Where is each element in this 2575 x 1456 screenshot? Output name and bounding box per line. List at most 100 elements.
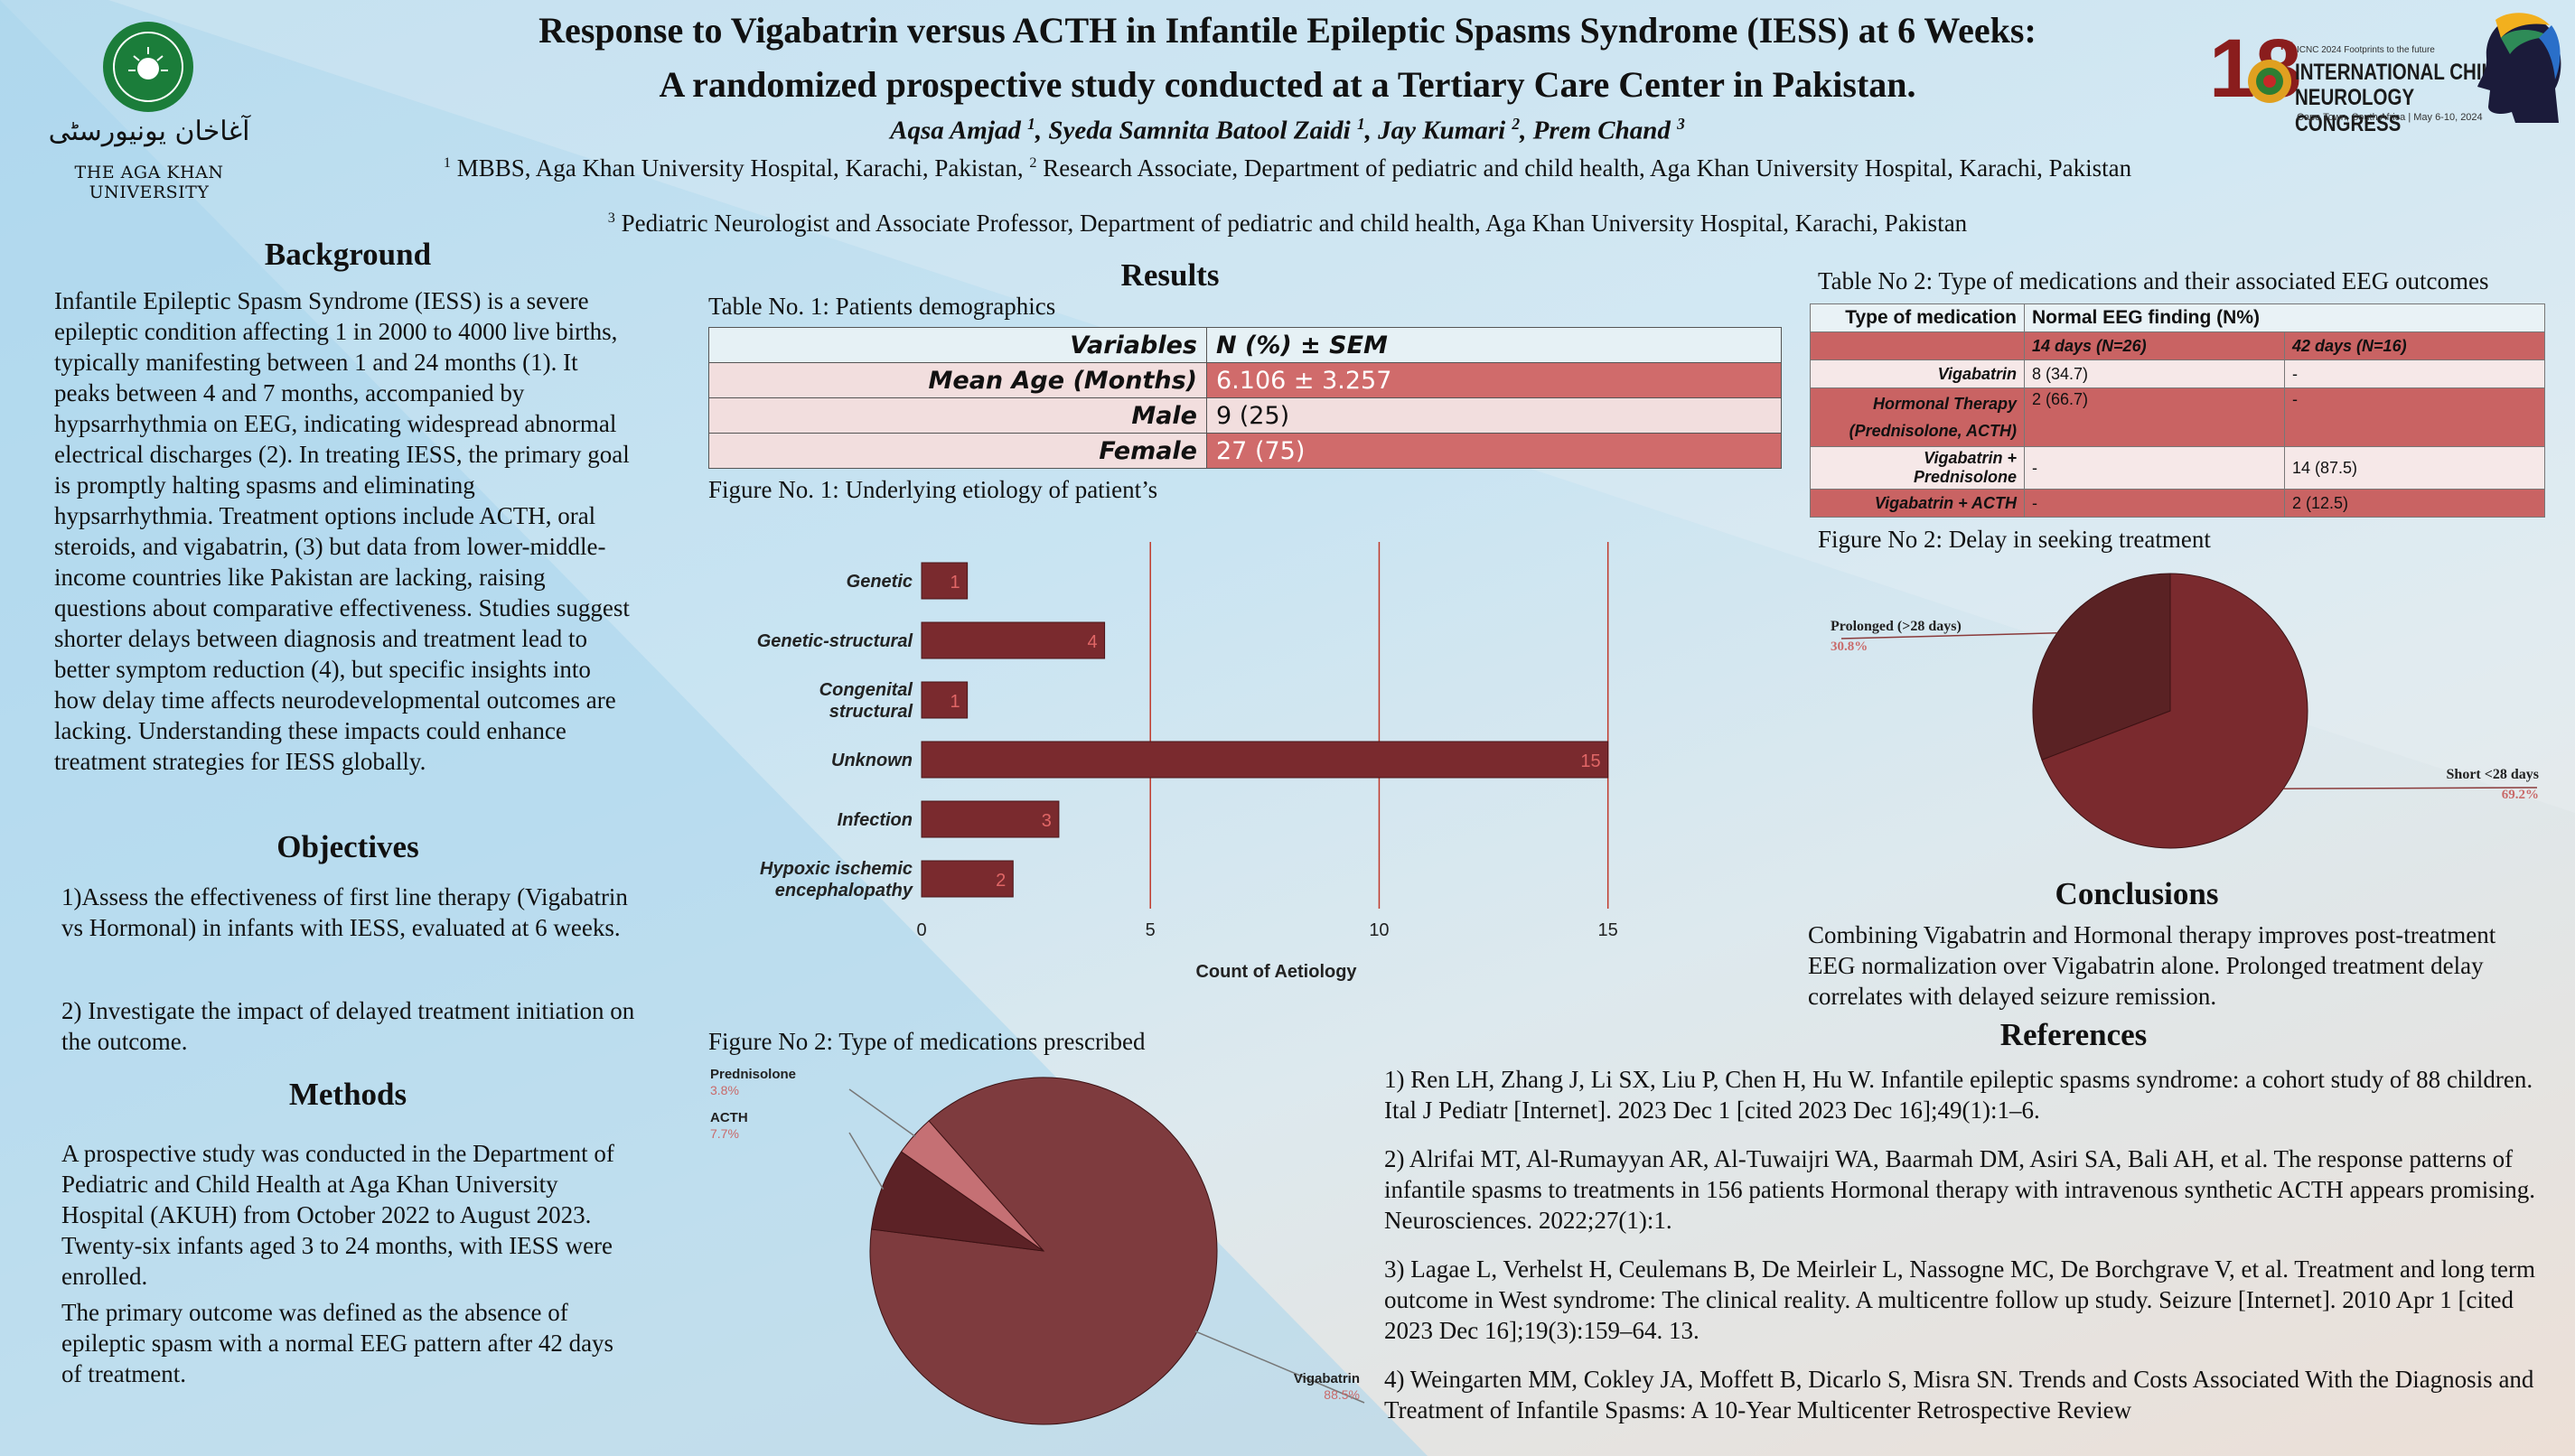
affil-sup: 2	[1029, 154, 1037, 171]
bar-value-label: 4	[1087, 632, 1097, 652]
icnc-th: TH	[2279, 40, 2293, 52]
pie-slice	[2041, 573, 2308, 849]
affiliation-line2: 3 Pediatric Neurologist and Associate Pr…	[0, 210, 2575, 238]
x-tick-label: 0	[916, 920, 926, 940]
author-name: Prem Chand	[1532, 116, 1671, 145]
bar-value-label: 1	[950, 692, 960, 712]
conclusions-heading: Conclusions	[2055, 876, 2219, 911]
objectives-heading: Objectives	[276, 829, 419, 864]
icnc-location: Cape Town, South Africa | May 6-10, 2024	[2297, 112, 2483, 123]
table-cell: 9 (25)	[1206, 397, 1782, 434]
delay-pie-chart: Short <28 days 69.2% Prolonged (>28 days) 3…	[1831, 573, 2539, 849]
results-heading: Results	[1120, 257, 1220, 293]
table-cell	[1810, 331, 2025, 360]
table-cell: 6.106 ± 3.257	[1206, 362, 1782, 398]
table-cell: -	[2024, 446, 2285, 490]
table-subheader-row: 14 days (N=26) 42 days (N=16)	[1810, 331, 2545, 360]
icnc-tagline: ICNC 2024 Footprints to the future	[2297, 45, 2435, 55]
figure2-caption: Figure No 2: Type of medications prescri…	[708, 1028, 1146, 1055]
conclusions-text: Combining Vigabatrin and Hormonal therap…	[1808, 921, 2496, 1010]
objective-item-1: 1)Assess the effectiveness of first line…	[61, 883, 628, 941]
bar	[921, 860, 1014, 898]
table-cell: 27 (75)	[1206, 433, 1782, 469]
table-header-cell: N (%) ± SEM	[1206, 327, 1782, 363]
affiliation-text: MBBS, Aga Khan University Hospital, Kara…	[456, 154, 1030, 182]
leader-line	[848, 1132, 885, 1190]
table-row: Vigabatrin 8 (34.7) -	[1810, 359, 2545, 388]
category-label: Infection	[838, 810, 913, 830]
pie-value-label: 30.8%	[1831, 639, 1868, 654]
table-header-cell: Normal EEG finding (N%)	[2024, 303, 2545, 332]
table-cell: Vigabatrin + ACTH	[1810, 489, 2025, 518]
icnc-head-silhouette-icon	[2477, 13, 2561, 123]
aga-khan-emblem-icon	[103, 22, 193, 112]
icnc-title-line1: INTERNATIONAL CHILD	[2295, 60, 2506, 85]
table-header-row: Variables N (%) ± SEM	[708, 327, 1782, 363]
icnc-ring-icon	[2248, 60, 2291, 103]
x-tick-label: 10	[1369, 920, 1389, 940]
table-header-cell: Variables	[708, 327, 1207, 363]
icnc-title-line2: NEUROLOGY CONGRESS	[2295, 85, 2414, 136]
pie-slice	[870, 1151, 1044, 1252]
affiliation-line1: 1 MBBS, Aga Khan University Hospital, Ka…	[0, 154, 2575, 182]
reference-item: 2) Alrifai MT, Al-Rumayyan AR, Al-Tuwaij…	[1384, 1145, 2536, 1234]
bar-value-label: 3	[1042, 811, 1052, 831]
leader-line	[1194, 1330, 1365, 1404]
aga-khan-urdu-name: آغاخان یونیورسٹی	[48, 116, 250, 147]
table-cell-line: (Prednisolone, ACTH)	[1849, 422, 2017, 440]
pie-value-label: 3.8%	[710, 1083, 739, 1097]
affil-sup: 1	[443, 154, 451, 171]
bar	[921, 800, 1060, 838]
demographics-table: Variables N (%) ± SEM Mean Age (Months) …	[708, 327, 1782, 469]
pie-label: ACTH	[710, 1110, 748, 1125]
table-row: Female 27 (75)	[708, 433, 1782, 469]
x-tick-label: 15	[1598, 920, 1618, 940]
pie-value-label: 7.7%	[710, 1126, 739, 1141]
table-cell: Vigabatrin + Prednisolone	[1810, 446, 2025, 490]
category-label: encephalopathy	[775, 881, 913, 901]
pie-label: Short <28 days	[2447, 767, 2539, 782]
background-text: Infantile Epileptic Spasm Syndrome (IESS…	[54, 287, 630, 775]
author-affil-sup: 1	[1356, 115, 1365, 133]
bar	[921, 741, 1609, 779]
objective-item-2: 2) Investigate the impact of delayed tre…	[61, 997, 635, 1055]
bar-value-label: 2	[996, 871, 1006, 891]
table-row: Vigabatrin + ACTH - 2 (12.5)	[1810, 489, 2545, 518]
category-label: structural	[829, 702, 913, 722]
pie-label: Prolonged (>28 days)	[1831, 619, 1962, 634]
pie-label: Vigabatrin	[1294, 1371, 1360, 1386]
author-affil-sup: 3	[1677, 115, 1685, 133]
author-affil-sup: 2	[1512, 115, 1521, 133]
table-row: Mean Age (Months) 6.106 ± 3.257	[708, 362, 1782, 398]
table-row: Vigabatrin + Prednisolone - 14 (87.5)	[1810, 446, 2545, 490]
methods-paragraph-1: A prospective study was conducted in the…	[61, 1140, 614, 1290]
table-cell: 8 (34.7)	[2024, 359, 2285, 388]
reference-item: 4) Weingarten MM, Cokley JA, Moffett B, …	[1384, 1366, 2534, 1423]
table-subheader-cell: 42 days (N=16)	[2284, 331, 2545, 360]
background-heading: Background	[264, 237, 432, 272]
table-cell: -	[2284, 359, 2545, 388]
bar-value-label: 15	[1580, 751, 1600, 771]
poster-title-line1: Response to Vigabatrin versus ACTH in In…	[538, 10, 2037, 51]
reference-item: 1) Ren LH, Zhang J, Li SX, Liu P, Chen H…	[1384, 1066, 2533, 1124]
eeg-outcome-table: Type of medication Normal EEG finding (N…	[1810, 303, 2545, 518]
table-cell: -	[2284, 387, 2545, 447]
category-label: Genetic	[847, 572, 913, 592]
category-label: Hypoxic ischemic	[760, 859, 913, 879]
author-list: Aqsa Amjad 1, Syeda Samnita Batool Zaidi…	[890, 115, 1685, 145]
category-label: Genetic-structural	[757, 631, 913, 651]
pie-slice	[2032, 573, 2171, 761]
category-label: Congenital	[819, 680, 913, 700]
bar	[921, 681, 969, 719]
references-list: 1) Ren LH, Zhang J, Li SX, Liu P, Chen H…	[1384, 1064, 2550, 1443]
reference-item: 3) Lagae L, Verhelst H, Ceulemans B, De …	[1384, 1255, 2535, 1344]
table-subheader-cell: 14 days (N=26)	[2024, 331, 2285, 360]
methods-heading: Methods	[288, 1077, 407, 1112]
author-name: Jay Kumari	[1378, 116, 1506, 145]
pie-label: Prednisolone	[710, 1067, 796, 1082]
table-header-row: Type of medication Normal EEG finding (N…	[1810, 303, 2545, 332]
bar-value-label: 1	[950, 573, 960, 593]
table-cell: -	[2024, 489, 2285, 518]
pie-value-label: 88.5%	[1324, 1387, 1360, 1402]
